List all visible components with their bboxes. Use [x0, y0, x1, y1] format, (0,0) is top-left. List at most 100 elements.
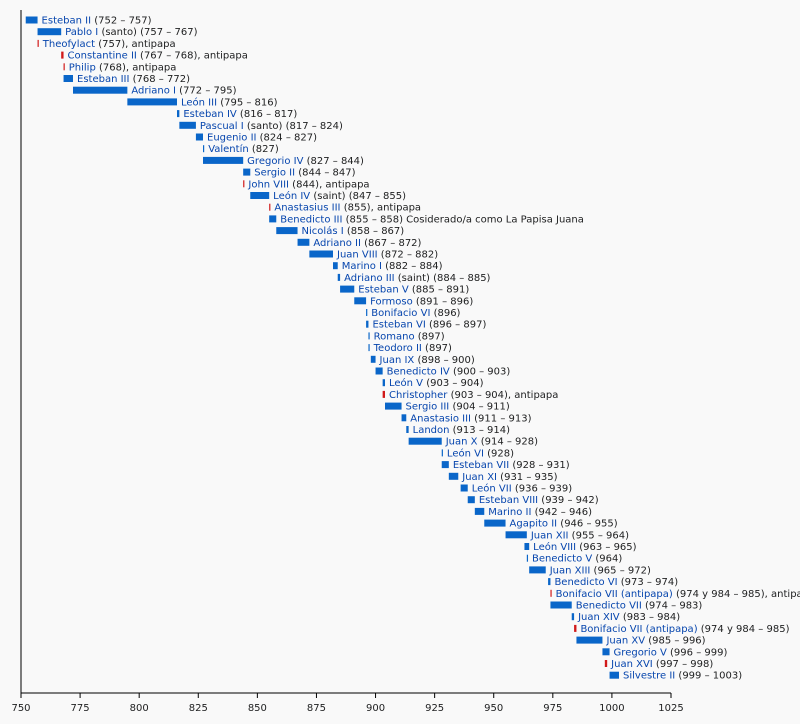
bar-label-40: León VII (936 – 939) — [472, 483, 573, 495]
pope-name-link[interactable]: Adriano II — [313, 238, 361, 249]
pope-name-link[interactable]: Bonifacio VI — [371, 308, 430, 319]
pope-name-link[interactable]: Bonifacio VII (antipapa) — [580, 624, 697, 635]
pope-name-link[interactable]: Sergio II — [254, 168, 295, 179]
pope-name-link[interactable]: Esteban V — [358, 285, 409, 296]
pope-name-link[interactable]: Benedicto IV — [387, 367, 450, 378]
bar-label-13: Sergio II (844 – 847) — [254, 168, 355, 179]
pope-name-link[interactable]: Juan X — [445, 437, 478, 448]
reign-note: (897) — [422, 343, 452, 354]
bar-label-48: Benedicto VI (973 – 974) — [554, 577, 678, 588]
pope-name-link[interactable]: Esteban VI — [372, 320, 425, 331]
pope-name-link[interactable]: Juan XII — [530, 530, 569, 541]
pope-name-link[interactable]: Nicolás I — [302, 225, 344, 237]
reign-note: (757), antipapa — [95, 39, 176, 50]
pope-name-link[interactable]: Benedicto VI — [554, 577, 617, 588]
reign-note: (897) — [415, 331, 445, 342]
bar-label-43: Agapito II (946 – 955) — [510, 519, 618, 530]
pope-name-link[interactable]: Theofylact — [42, 39, 95, 50]
pope-name-link[interactable]: León III — [181, 96, 217, 108]
pope-name-link[interactable]: Benedicto V — [532, 554, 592, 565]
timeline-labels: Esteban II (752 – 757)Pablo I (santo) (7… — [42, 16, 800, 682]
bar-label-52: Bonifacio VII (antipapa) (974 y 984 – 98… — [580, 624, 789, 635]
pope-name-link[interactable]: Juan XVI — [610, 659, 653, 670]
pope-name-link[interactable]: León IV — [273, 190, 310, 202]
pope-name-link[interactable]: Marino II — [488, 507, 531, 518]
pope-name-link[interactable]: Bonifacio VII (antipapa) — [556, 589, 673, 600]
pope-name-link[interactable]: Esteban II — [42, 16, 92, 27]
bar-21 — [333, 262, 338, 270]
x-tick-label-9: 975 — [543, 703, 562, 714]
pope-name-link[interactable]: Pablo I — [65, 27, 98, 38]
pope-name-link[interactable]: Adriano I — [131, 86, 176, 97]
pope-name-link[interactable]: Agapito II — [510, 519, 558, 530]
bar-label-56: Silvestre II (999 – 1003) — [623, 671, 742, 682]
pope-name-link[interactable]: Juan XI — [461, 472, 497, 483]
bar-33 — [385, 402, 402, 410]
reign-note: (942 – 946) — [531, 507, 592, 518]
bar-50 — [550, 601, 572, 609]
pope-name-link[interactable]: Constantine II — [68, 51, 137, 62]
reign-note: (931 – 935) — [497, 472, 558, 483]
reign-note: (844), antipapa — [289, 179, 370, 190]
pope-name-link[interactable]: John VIII — [247, 179, 289, 190]
bar-label-55: Juan XVI (997 – 998) — [610, 659, 713, 670]
bar-51 — [571, 613, 575, 621]
reign-note: (saint) (884 – 885) — [395, 273, 491, 284]
pope-name-link[interactable]: Juan XIII — [549, 565, 591, 576]
bar-label-2: Theofylact (757), antipapa — [42, 39, 176, 50]
pope-name-link[interactable]: Teodoro II — [373, 343, 422, 354]
bar-label-21: Marino I (882 – 884) — [342, 261, 443, 272]
bar-label-20: Juan VIII (872 – 882) — [336, 250, 438, 261]
pope-name-link[interactable]: Christopher — [389, 390, 448, 401]
bar-11 — [203, 145, 205, 153]
pope-name-link[interactable]: Esteban III — [77, 74, 129, 85]
pope-name-link[interactable]: Philip — [69, 62, 96, 73]
pope-name-link[interactable]: Anastasio III — [410, 413, 471, 424]
pope-name-link[interactable]: Sergio III — [406, 402, 450, 413]
bar-label-38: Esteban VII (928 – 931) — [453, 460, 570, 471]
bar-34 — [401, 414, 407, 422]
reign-note: (752 – 757) — [91, 16, 152, 27]
reign-note: (965 – 972) — [590, 565, 651, 576]
pope-name-link[interactable]: Esteban IV — [183, 109, 237, 120]
bar-54 — [602, 648, 610, 656]
pope-name-link[interactable]: Marino I — [342, 261, 382, 272]
pope-name-link[interactable]: Benedicto III — [280, 214, 342, 225]
pope-name-link[interactable]: Gregorio IV — [247, 156, 303, 167]
bar-label-36: Juan X (914 – 928) — [445, 437, 538, 448]
pope-name-link[interactable]: León V — [389, 377, 423, 389]
reign-note: (santo) (757 – 767) — [98, 27, 197, 38]
pope-name-link[interactable]: Adriano III — [344, 273, 395, 284]
pope-name-link[interactable]: Juan XIV — [577, 612, 620, 623]
pope-name-link[interactable]: Valentín — [208, 143, 249, 155]
pope-name-link[interactable]: Formoso — [370, 296, 413, 307]
reign-note: (904 – 911) — [449, 402, 510, 413]
bar-5 — [63, 75, 73, 82]
bar-41 — [467, 496, 475, 504]
pope-name-link[interactable]: Juan XV — [605, 636, 645, 647]
pope-name-link[interactable]: León VII — [472, 483, 512, 495]
pope-name-link[interactable]: Eugenio II — [207, 133, 256, 144]
x-tick-label-7: 925 — [425, 703, 444, 714]
bar-52 — [574, 624, 577, 632]
bar-label-11: Valentín (827) — [208, 143, 279, 155]
bar-7 — [127, 98, 177, 106]
pope-name-link[interactable]: Esteban VIII — [479, 495, 538, 506]
pope-name-link[interactable]: Esteban VII — [453, 460, 509, 471]
pope-name-link[interactable]: Romano — [374, 331, 415, 342]
pope-name-link[interactable]: León VIII — [533, 541, 576, 553]
pope-name-link[interactable]: Landon — [413, 425, 450, 436]
bar-55 — [604, 660, 608, 667]
pope-name-link[interactable]: León VI — [447, 447, 484, 459]
pope-name-link[interactable]: Juan IX — [379, 355, 415, 366]
pope-name-link[interactable]: Pascual I — [200, 121, 244, 132]
pope-name-link[interactable]: Silvestre II — [623, 671, 675, 682]
pope-name-link[interactable]: Gregorio V — [614, 647, 667, 658]
pope-name-link[interactable]: Juan VIII — [336, 250, 378, 261]
pope-name-link[interactable]: Anastasius III — [274, 203, 340, 214]
bar-label-17: Benedicto III (855 – 858) Cosiderado/a c… — [280, 214, 584, 225]
x-tick-label-3: 825 — [189, 703, 208, 714]
pope-name-link[interactable]: Benedicto VII — [576, 601, 642, 612]
reign-note: (913 – 914) — [449, 425, 510, 436]
reign-note: (767 – 768), antipapa — [137, 51, 248, 62]
